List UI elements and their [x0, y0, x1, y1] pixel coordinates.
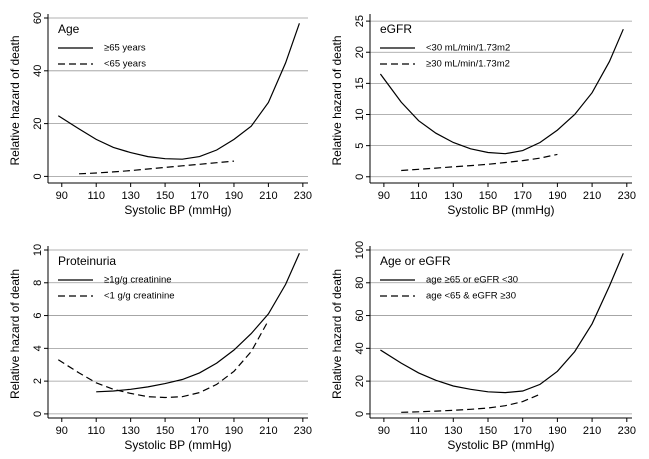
y-tick-label: 0 — [32, 173, 44, 179]
legend-label: ≥30 mL/min/1.73m2 — [426, 59, 510, 70]
series-line — [401, 153, 558, 172]
y-tick-label: 20 — [32, 117, 44, 129]
series-line — [57, 320, 269, 399]
legend-title: eGFR — [380, 22, 412, 36]
x-tick-label: 150 — [479, 425, 497, 437]
x-tick-label: 210 — [583, 190, 601, 202]
x-tick-label: 170 — [190, 190, 208, 202]
y-tick-label: 15 — [354, 77, 366, 89]
y-tick-label: 60 — [354, 309, 366, 321]
y-tick-label: 5 — [354, 143, 366, 149]
legend-title: Age — [58, 22, 80, 36]
y-tick-label: 40 — [32, 65, 44, 77]
x-axis-label: Systolic BP (mmHg) — [124, 203, 231, 217]
legend-label: ≥1g/g creatinine — [104, 275, 172, 286]
series-line — [380, 253, 624, 394]
y-tick-label: 0 — [354, 174, 366, 180]
y-axis-label: Relative hazard of death — [8, 269, 22, 399]
x-tick-label: 190 — [225, 425, 243, 437]
legend-label: <1 g/g creatinine — [104, 291, 175, 302]
y-tick-label: 20 — [354, 375, 366, 387]
y-axis-label: Relative hazard of death — [330, 269, 344, 399]
legend-label: age <65 & eGFR ≥30 — [426, 291, 516, 302]
legend-label: age ≥65 or eGFR <30 — [426, 275, 518, 286]
x-axis-label: Systolic BP (mmHg) — [447, 438, 554, 452]
x-tick-label: 230 — [294, 425, 312, 437]
series-line — [78, 160, 235, 175]
y-tick-label: 0 — [32, 411, 44, 417]
x-tick-label: 190 — [225, 190, 243, 202]
x-axis-label: Systolic BP (mmHg) — [124, 438, 231, 452]
x-tick-label: 90 — [378, 425, 390, 437]
y-tick-label: 2 — [32, 378, 44, 384]
y-tick-label: 10 — [32, 244, 44, 256]
y-tick-label: 0 — [354, 411, 366, 417]
x-tick-label: 210 — [259, 425, 277, 437]
x-tick-label: 110 — [87, 190, 105, 202]
x-tick-label: 170 — [514, 190, 532, 202]
x-tick-label: 170 — [190, 425, 208, 437]
x-tick-label: 210 — [259, 190, 277, 202]
y-tick-label: 80 — [354, 277, 366, 289]
legend-title: Proteinuria — [58, 254, 116, 268]
x-tick-label: 210 — [583, 425, 601, 437]
y-tick-label: 40 — [354, 342, 366, 354]
y-tick-label: 4 — [32, 345, 44, 351]
x-tick-label: 90 — [56, 190, 68, 202]
x-tick-label: 90 — [56, 425, 68, 437]
x-tick-label: 130 — [444, 190, 462, 202]
x-tick-label: 170 — [514, 425, 532, 437]
y-axis-label: Relative hazard of death — [8, 35, 22, 165]
y-tick-label: 10 — [354, 108, 366, 120]
y-tick-label: 20 — [354, 46, 366, 58]
legend-title: Age or eGFR — [380, 254, 451, 268]
y-tick-label: 60 — [32, 12, 44, 24]
x-tick-label: 150 — [156, 190, 174, 202]
legend-label: <30 mL/min/1.73m2 — [426, 43, 510, 54]
y-tick-label: 8 — [32, 280, 44, 286]
legend-label: ≥65 years — [104, 43, 146, 54]
x-tick-label: 150 — [156, 425, 174, 437]
x-tick-label: 130 — [121, 190, 139, 202]
legend-label: <65 years — [104, 59, 146, 70]
series-line — [401, 393, 541, 413]
x-tick-label: 230 — [618, 190, 636, 202]
x-axis-label: Systolic BP (mmHg) — [447, 203, 554, 217]
y-tick-label: 6 — [32, 312, 44, 318]
x-tick-label: 130 — [121, 425, 139, 437]
x-tick-label: 190 — [548, 425, 566, 437]
x-tick-label: 90 — [378, 190, 390, 202]
x-tick-label: 130 — [444, 425, 462, 437]
x-tick-label: 230 — [618, 425, 636, 437]
x-tick-label: 190 — [548, 190, 566, 202]
y-tick-label: 100 — [354, 241, 366, 259]
series-line — [379, 28, 624, 155]
x-tick-label: 110 — [410, 425, 428, 437]
x-tick-label: 110 — [87, 425, 105, 437]
x-tick-label: 230 — [294, 190, 312, 202]
y-axis-label: Relative hazard of death — [330, 35, 344, 165]
x-tick-label: 110 — [410, 190, 428, 202]
y-tick-label: 25 — [354, 15, 366, 27]
series-line — [57, 23, 300, 160]
series-line — [96, 253, 300, 393]
x-tick-label: 150 — [479, 190, 497, 202]
